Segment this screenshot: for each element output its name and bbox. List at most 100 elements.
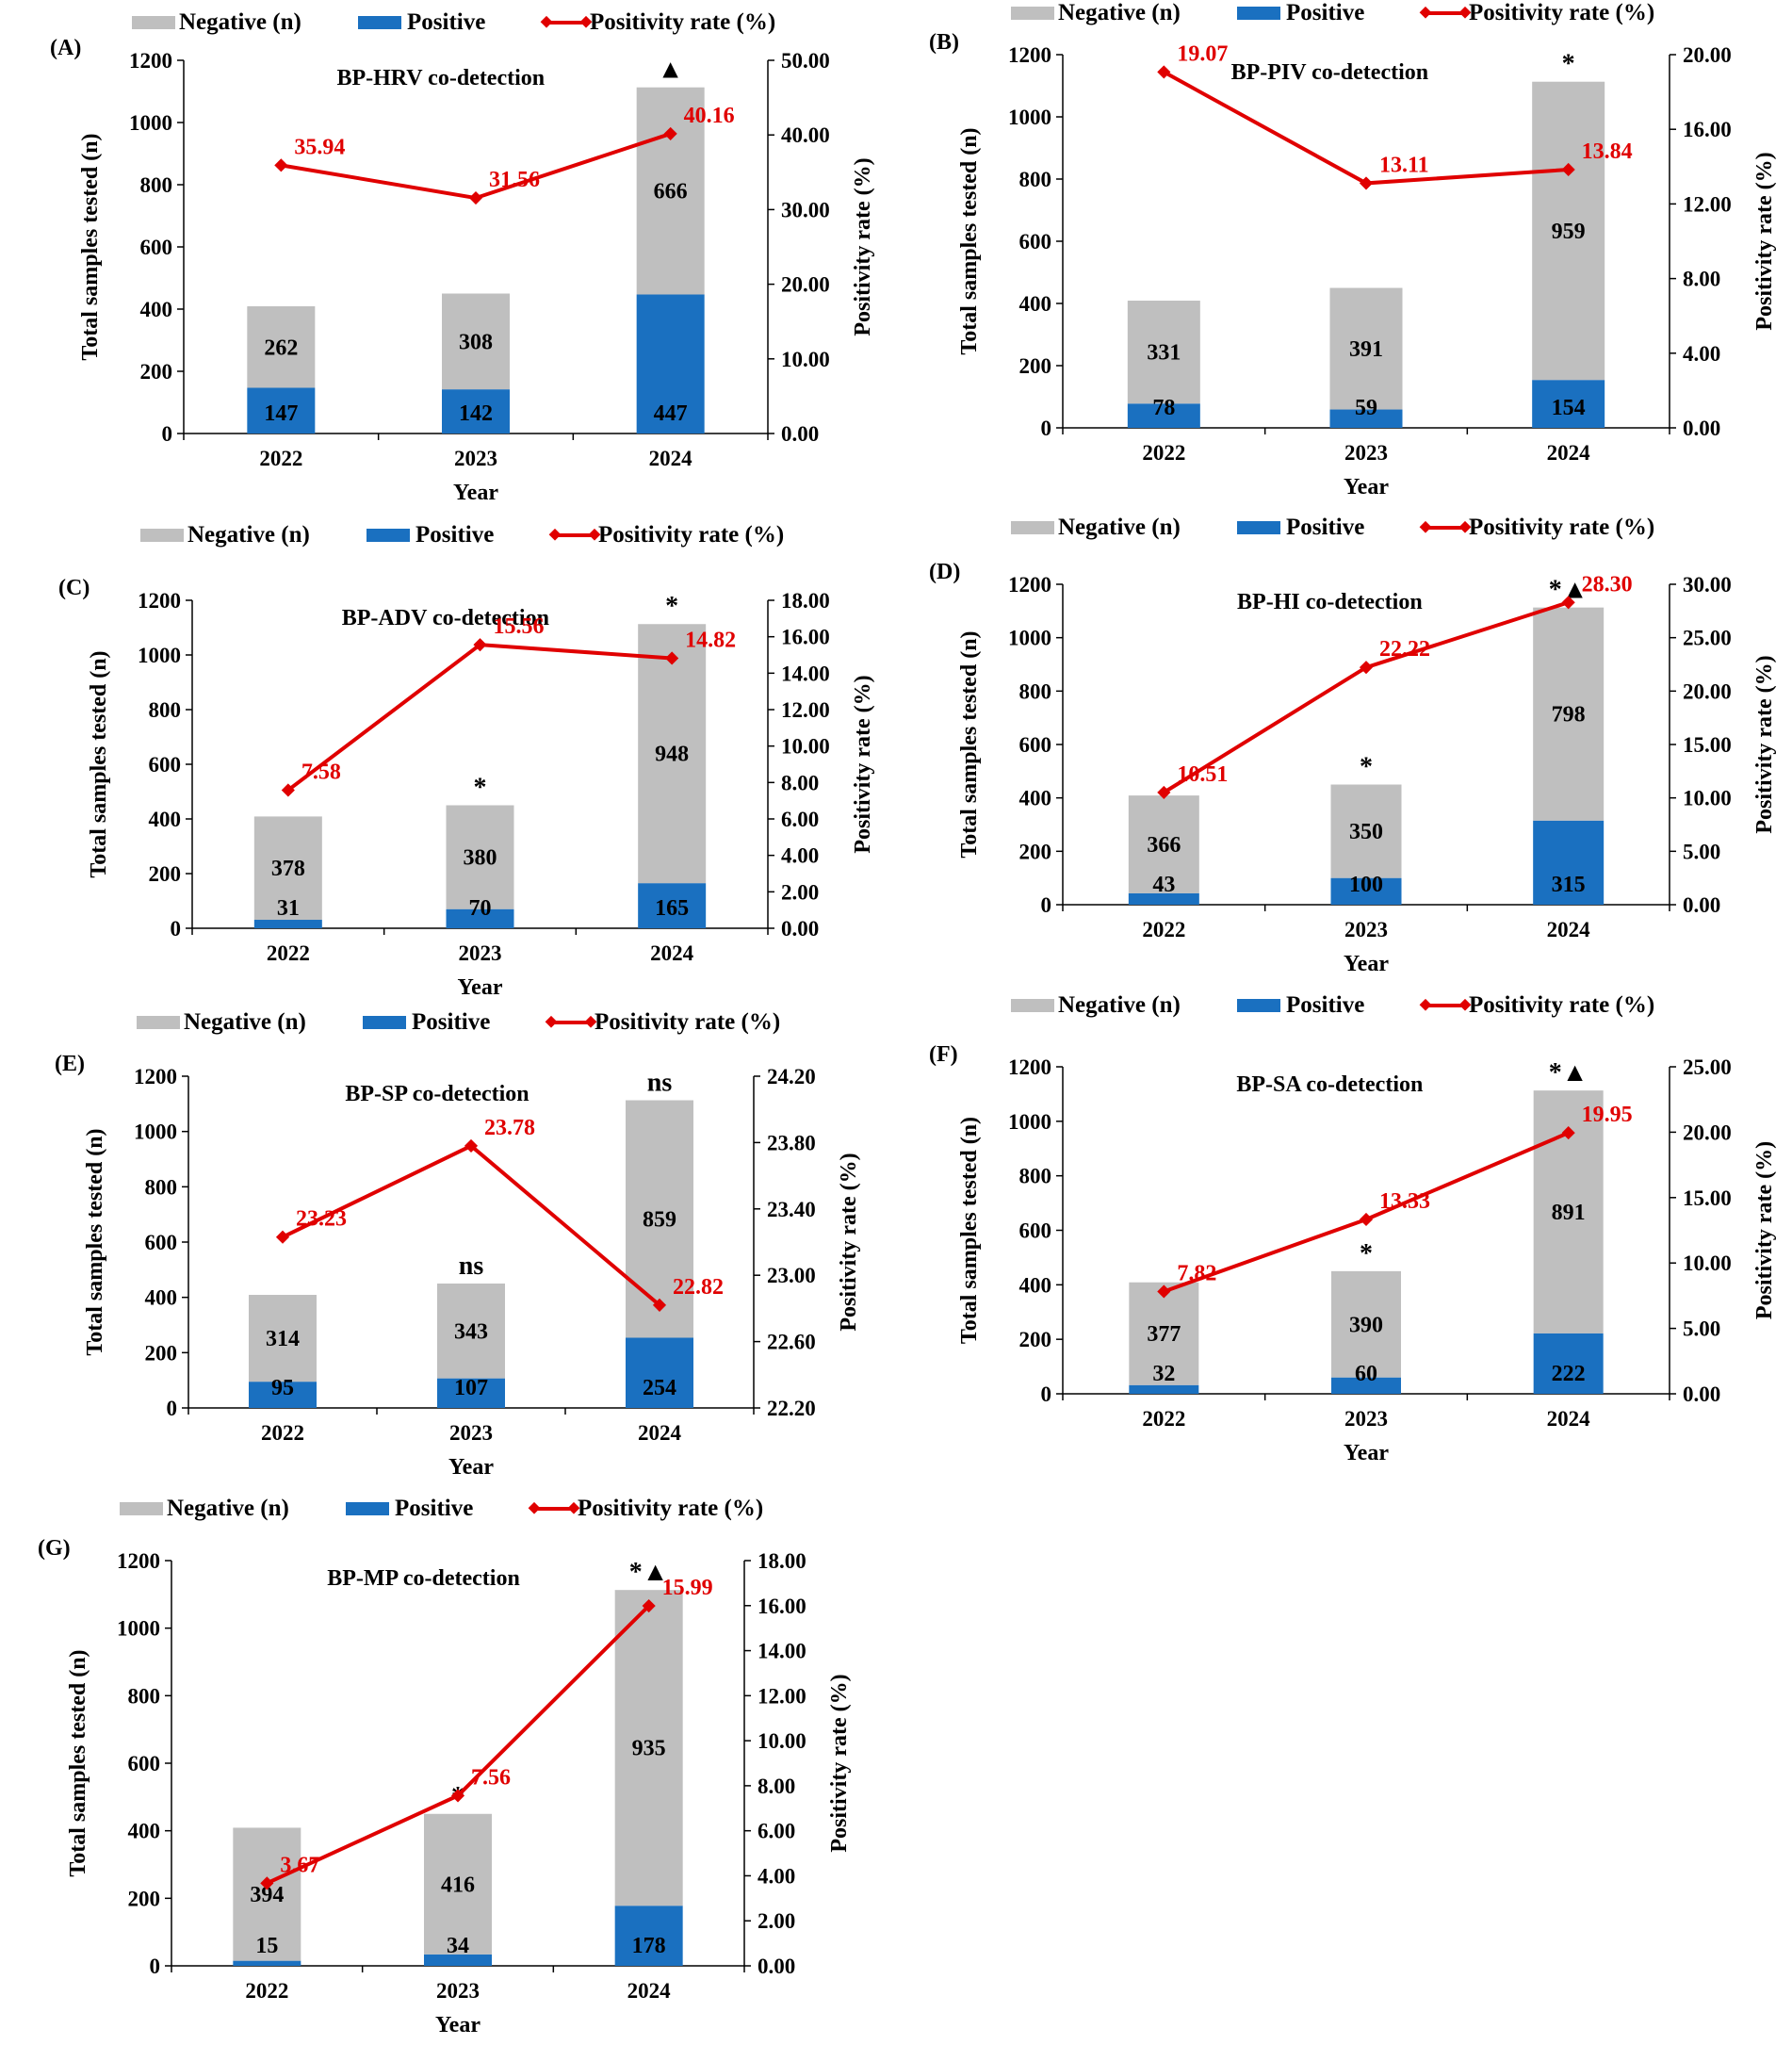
bar-label-negative: 378 xyxy=(271,857,305,881)
y-tick-label: 600 xyxy=(1019,1219,1052,1243)
bar-positive xyxy=(446,908,514,928)
panel-label: (A) xyxy=(50,36,81,60)
y-tick-label: 1200 xyxy=(134,1065,177,1088)
bar-label-negative: 331 xyxy=(1147,341,1181,366)
y2-tick-label: 6.00 xyxy=(758,1820,795,1843)
rate-point xyxy=(1359,661,1374,675)
panel-label: (D) xyxy=(929,560,960,584)
rate-point xyxy=(450,1789,465,1803)
y2-axis-title: Positivity rate (%) xyxy=(827,1674,852,1852)
legend-swatch-positive xyxy=(346,1502,389,1515)
y2-tick-label: 2.00 xyxy=(758,1909,795,1933)
bar-label-negative: 891 xyxy=(1552,1201,1586,1225)
rate-point xyxy=(1561,162,1575,177)
rate-label: 15.99 xyxy=(662,1576,713,1600)
legend-swatch-positive xyxy=(1237,7,1280,20)
y-tick-label: 0 xyxy=(1041,893,1052,917)
bar-label-positive: 315 xyxy=(1552,873,1586,897)
y2-tick-label: 0.00 xyxy=(781,422,819,446)
bar-label-negative: 380 xyxy=(464,846,497,871)
bar-label-negative: 798 xyxy=(1552,703,1586,728)
x-tick-label: 2022 xyxy=(1142,1407,1185,1431)
significance-marker: ns xyxy=(647,1069,673,1098)
y-tick-label: 1000 xyxy=(134,1121,177,1144)
chart-title: BP-SP co-detection xyxy=(345,1082,529,1106)
bar-label-positive: 107 xyxy=(454,1376,488,1400)
rate-point xyxy=(665,651,679,665)
legend-marker-rate xyxy=(1419,520,1432,533)
x-tick-label: 2023 xyxy=(1344,918,1388,941)
y2-tick-label: 18.00 xyxy=(758,1549,806,1573)
legend-label-negative: Negative (n) xyxy=(179,9,301,35)
bar-negative xyxy=(437,1284,505,1379)
y2-tick-label: 20.00 xyxy=(1683,679,1732,703)
y-tick-label: 800 xyxy=(140,173,173,197)
bar-positive xyxy=(638,883,707,928)
rate-point xyxy=(1561,596,1575,610)
bar-label-positive: 95 xyxy=(271,1376,294,1400)
chart-title: BP-HI co-detection xyxy=(1237,590,1423,614)
chart-panel-a: Negative (n) Positive Positivity rate (%) (… xyxy=(50,9,875,505)
rate-point xyxy=(642,1598,656,1613)
rate-label: 15.56 xyxy=(494,614,545,639)
panel-label: (E) xyxy=(55,1052,85,1076)
legend-marker-rate xyxy=(584,1015,597,1028)
legend-label-rate: Positivity rate (%) xyxy=(578,1496,763,1521)
x-axis-title: Year xyxy=(1344,475,1389,499)
legend-marker-rate xyxy=(545,1015,558,1028)
rate-line xyxy=(286,643,673,793)
significance-marker: *▲ xyxy=(629,1558,669,1587)
bar-negative xyxy=(1329,287,1403,410)
bar-label-negative: 935 xyxy=(632,1737,666,1761)
bar-label-negative: 859 xyxy=(643,1208,676,1233)
y-tick-label: 200 xyxy=(128,1887,161,1910)
legend-label-rate: Positivity rate (%) xyxy=(590,9,775,35)
legend-label-positive: Positive xyxy=(1286,515,1364,540)
bar-negative xyxy=(233,1827,301,1961)
y-tick-label: 600 xyxy=(128,1752,161,1775)
bar-positive xyxy=(1533,820,1605,905)
y2-tick-label: 0.00 xyxy=(758,1955,795,1978)
significance-marker: * xyxy=(1360,1239,1373,1268)
y2-tick-label: 15.00 xyxy=(1683,1186,1732,1210)
y2-tick-label: 2.00 xyxy=(781,880,819,904)
bar-label-negative: 350 xyxy=(1349,820,1383,844)
x-tick-label: 2024 xyxy=(1547,441,1591,465)
y2-axis-title: Positivity rate (%) xyxy=(837,1153,861,1331)
x-tick-label: 2023 xyxy=(459,941,502,965)
bar-label-negative: 366 xyxy=(1147,833,1181,858)
rate-point xyxy=(663,126,677,141)
y2-tick-label: 24.20 xyxy=(767,1065,816,1088)
legend-marker-rate xyxy=(1419,998,1432,1011)
bar-label-negative: 343 xyxy=(454,1319,488,1344)
y2-tick-label: 30.00 xyxy=(1683,573,1732,597)
legend-label-positive: Positive xyxy=(1286,0,1364,25)
y2-tick-label: 14.00 xyxy=(758,1640,806,1663)
bar-negative xyxy=(442,293,510,390)
legend-swatch-positive xyxy=(1237,521,1280,534)
y-tick-label: 1000 xyxy=(138,644,181,667)
rate-label: 23.78 xyxy=(484,1116,535,1140)
bar-label-positive: 165 xyxy=(655,896,689,921)
y2-tick-label: 6.00 xyxy=(781,808,819,831)
y2-tick-label: 0.00 xyxy=(1683,893,1720,917)
legend-label-positive: Positive xyxy=(1286,992,1364,1018)
x-axis-title: Year xyxy=(435,2013,481,2037)
y-tick-label: 0 xyxy=(1041,1382,1052,1406)
y-tick-label: 800 xyxy=(1019,1165,1052,1188)
y2-tick-label: 20.00 xyxy=(1683,1121,1732,1144)
bar-positive xyxy=(1331,1377,1401,1394)
rate-label: 13.33 xyxy=(1379,1189,1430,1214)
bar-negative xyxy=(1331,1270,1401,1378)
y-tick-label: 0 xyxy=(167,1397,178,1420)
bar-negative xyxy=(1532,81,1605,381)
bar-label-positive: 70 xyxy=(469,896,492,921)
legend-swatch-negative xyxy=(1011,999,1054,1012)
y-tick-label: 800 xyxy=(128,1684,161,1708)
chart-panel-c: Negative (n) Positive Positivity rate (%) (… xyxy=(58,522,875,1000)
y-tick-label: 200 xyxy=(1019,354,1052,378)
y2-tick-label: 16.00 xyxy=(1683,118,1732,141)
x-tick-label: 2022 xyxy=(259,447,302,470)
x-tick-label: 2022 xyxy=(267,941,310,965)
x-tick-label: 2022 xyxy=(1142,441,1185,465)
